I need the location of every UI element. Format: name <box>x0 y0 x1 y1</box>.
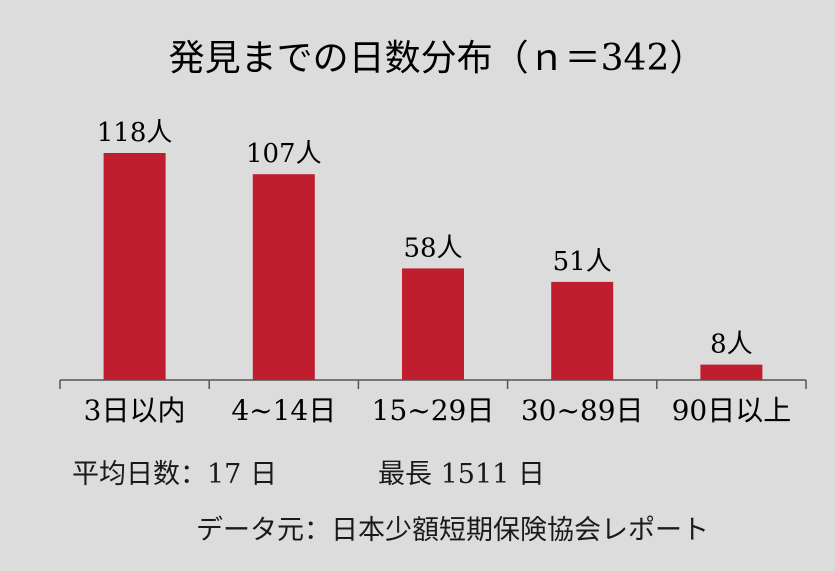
category-label-4: 90日以上 <box>672 394 792 427</box>
bar-1 <box>252 174 315 380</box>
value-label-2: 58人 <box>403 233 462 263</box>
bar-3 <box>551 281 614 380</box>
bar-0 <box>103 153 166 380</box>
longest-days-note: 最長 1511 日 <box>378 459 545 490</box>
data-source-note: データ元：日本少額短期保険協会レポート <box>196 515 709 546</box>
category-label-1: 4~14日 <box>231 394 336 427</box>
category-label-0: 3日以内 <box>84 394 186 427</box>
x-axis <box>59 379 807 389</box>
bar-4 <box>700 364 763 380</box>
bar-2 <box>402 268 464 380</box>
chart-title: 発見までの日数分布（ｎ＝342） <box>169 38 706 79</box>
category-label-3: 30~89日 <box>521 394 644 427</box>
average-days-note: 平均日数：17 日 <box>72 459 277 490</box>
value-label-3: 51人 <box>553 247 612 277</box>
category-labels: 3日以内 4~14日 15~29日 30~89日 90日以上 <box>84 394 792 427</box>
value-label-4: 8人 <box>710 330 753 360</box>
value-label-0: 118人 <box>97 118 173 148</box>
value-label-1: 107人 <box>246 139 322 169</box>
bars <box>103 153 763 380</box>
value-labels: 118人 107人 58人 51人 8人 <box>97 118 753 360</box>
category-label-2: 15~29日 <box>372 394 495 427</box>
